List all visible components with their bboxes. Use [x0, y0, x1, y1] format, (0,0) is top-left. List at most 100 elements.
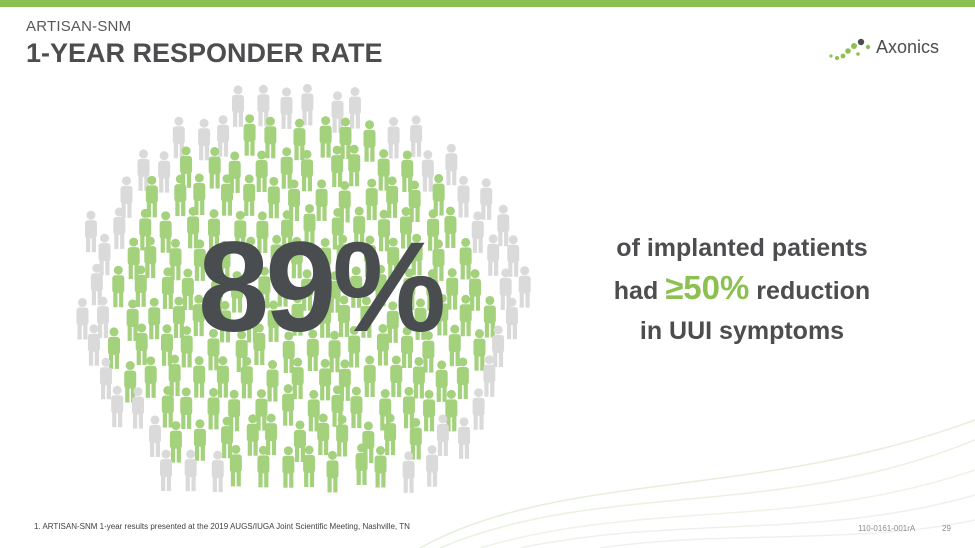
person-figure-icon — [148, 297, 161, 340]
person-figure-icon — [280, 87, 293, 129]
person-figure-icon — [280, 147, 293, 189]
person-figure-icon — [386, 176, 399, 218]
person-figure-icon — [435, 360, 448, 402]
person-figure-icon — [350, 386, 363, 429]
person-figure-icon — [267, 176, 280, 219]
person-figure-icon — [228, 389, 241, 432]
person-figure-icon — [217, 115, 230, 157]
person-figure-icon — [497, 204, 510, 247]
stat-line-2-post: reduction — [749, 277, 871, 305]
person-figure-icon — [99, 357, 112, 400]
person-figure-icon — [409, 418, 422, 460]
person-figure-icon — [355, 443, 368, 486]
person-figure-icon — [378, 209, 391, 252]
person-figure-icon — [353, 206, 366, 249]
person-figure-icon — [111, 385, 124, 428]
person-figure-icon — [423, 389, 436, 432]
person-figure-icon — [401, 326, 414, 368]
person-figure-icon — [403, 268, 416, 310]
person-figure-icon — [326, 450, 339, 493]
person-figure-icon — [161, 267, 174, 309]
person-figure-icon — [518, 266, 531, 308]
person-figure-icon — [257, 445, 270, 488]
person-figure-icon — [184, 449, 197, 492]
person-figure-icon — [76, 298, 89, 340]
person-figure-icon — [181, 268, 194, 311]
person-figure-icon — [319, 358, 332, 401]
person-figure-icon — [331, 145, 344, 188]
person-figure-icon — [469, 269, 482, 311]
person-figure-icon — [459, 237, 472, 280]
person-figure-icon — [124, 361, 137, 403]
person-figure-icon — [480, 178, 493, 220]
person-figure-icon — [377, 149, 390, 191]
person-figure-icon — [132, 387, 145, 429]
person-figure-icon — [421, 150, 434, 192]
person-figure-icon — [446, 268, 459, 310]
person-figure-icon — [87, 324, 100, 366]
person-figure-icon — [363, 235, 376, 278]
footnote: 1. ARTISAN-SNM 1-year results presented … — [34, 522, 410, 531]
person-figure-icon — [240, 356, 253, 399]
person-figure-icon — [456, 357, 469, 399]
person-figure-icon — [207, 328, 220, 371]
person-figure-icon — [448, 324, 461, 367]
person-figure-icon — [426, 269, 439, 311]
person-figure-icon — [303, 204, 316, 246]
person-figure-icon — [348, 144, 361, 187]
person-figure-icon — [445, 143, 458, 186]
person-figure-icon — [507, 235, 520, 277]
person-figure-icon — [282, 446, 295, 488]
person-figure-icon — [336, 234, 349, 277]
person-figure-icon — [487, 234, 500, 276]
person-figure-icon — [219, 300, 232, 343]
person-figure-icon — [193, 239, 206, 281]
person-figure-icon — [98, 233, 111, 276]
stat-description: of implanted patients had ≥50% reduction… — [572, 228, 912, 351]
person-figure-icon — [144, 356, 157, 398]
person-figure-icon — [231, 85, 244, 127]
person-figure-icon — [445, 389, 458, 432]
person-figure-icon — [160, 449, 173, 492]
person-figure-icon — [350, 266, 363, 308]
person-figure-icon — [471, 211, 484, 253]
person-figure-icon — [161, 386, 174, 428]
person-figure-icon — [246, 414, 259, 456]
person-figure-icon — [207, 387, 220, 430]
person-figure-icon — [301, 269, 314, 311]
person-figure-icon — [293, 118, 306, 161]
person-figure-icon — [374, 264, 387, 307]
person-figure-icon — [338, 359, 351, 401]
person-figure-icon — [360, 296, 373, 338]
person-figure-icon — [306, 329, 319, 372]
person-figure-icon — [492, 325, 505, 367]
person-figure-icon — [198, 118, 211, 161]
person-figure-icon — [457, 175, 470, 218]
person-figure-icon — [384, 413, 397, 456]
person-figure-icon — [126, 299, 139, 341]
person-figure-icon — [90, 263, 103, 306]
person-figure-icon — [193, 419, 206, 461]
person-figure-icon — [422, 331, 435, 373]
person-figure-icon — [221, 416, 234, 459]
person-figure-icon — [390, 355, 403, 398]
person-figure-icon — [348, 325, 361, 368]
person-figure-icon — [187, 206, 200, 249]
person-figure-icon — [348, 87, 361, 129]
person-figure-icon — [120, 176, 133, 218]
document-code: 110-0161-001rA — [858, 524, 916, 533]
person-figure-icon — [253, 323, 266, 366]
person-figure-icon — [319, 296, 332, 338]
person-figure-icon — [266, 360, 279, 402]
person-figure-icon — [172, 296, 185, 339]
person-figure-icon — [301, 149, 314, 192]
person-figure-icon — [365, 178, 378, 221]
logo-wordmark: Axonics — [876, 37, 940, 57]
person-figure-icon — [293, 420, 306, 462]
company-logo: Axonics — [828, 34, 958, 68]
person-figure-icon — [244, 236, 257, 279]
top-accent-bar — [0, 0, 975, 7]
stat-threshold: ≥50% — [665, 269, 750, 306]
person-figure-icon — [96, 296, 109, 339]
